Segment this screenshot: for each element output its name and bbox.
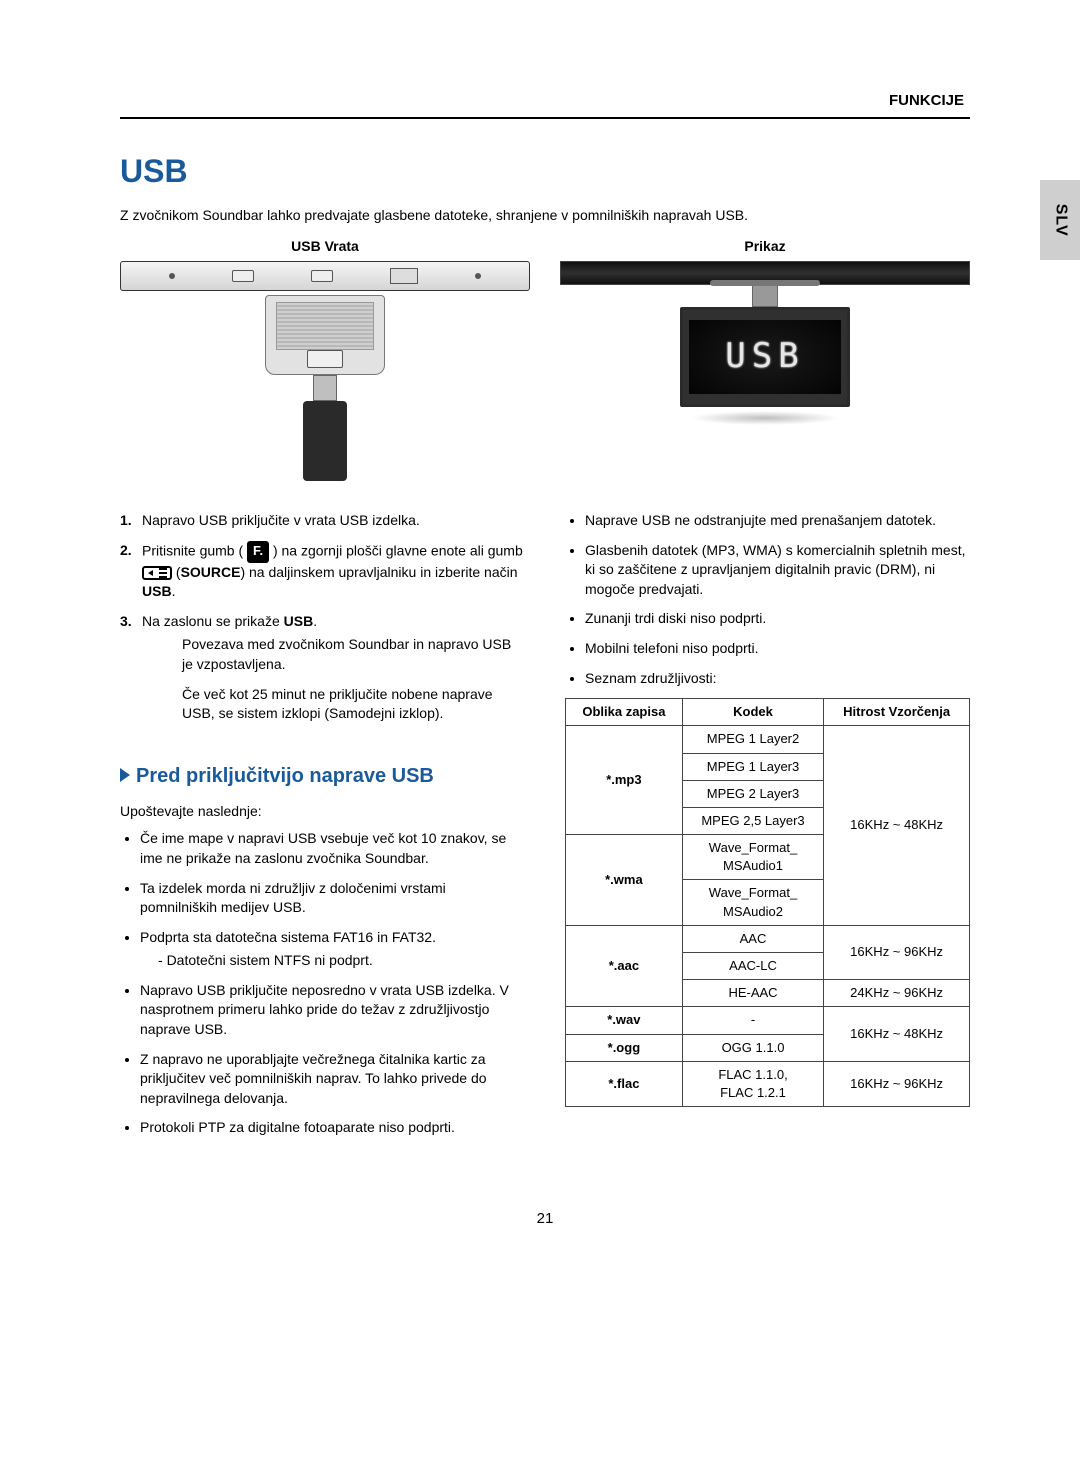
usb-stick-illustration [303,375,347,481]
codec-table: Oblika zapisa Kodek Hitrost Vzorčenja *.… [565,698,970,1107]
bullet-item: Zunanji trdi diski niso podprti. [585,609,970,629]
sublist-item: Povezava med zvočnikom Soundbar in napra… [182,635,525,674]
section-header-label: FUNKCIJE [889,92,964,109]
figure-display: Prikaz USB [560,237,970,481]
page-title: USB [120,149,970,194]
codec-cell: OGG 1.1.0 [682,1034,823,1061]
right-bullets: Naprave USB ne odstranjujte med prenašan… [565,511,970,688]
sublist-item: Če več kot 25 minut ne priključite noben… [182,685,525,724]
codec-cell: - [682,1007,823,1034]
step-number: 1. [120,511,142,531]
codec-cell: MPEG 2,5 Layer3 [682,807,823,834]
codec-cell: HE-AAC [682,980,823,1007]
codec-rate-cell: 16KHz ~ 48KHz [824,726,970,926]
codec-cell: Wave_Format_ MSAudio1 [682,835,823,880]
right-column: Naprave USB ne odstranjujte med prenašan… [565,511,970,1148]
codec-cell: Wave_Format_ MSAudio2 [682,880,823,925]
codec-format-cell: *.aac [566,925,683,1007]
figure-caption-left: USB Vrata [120,237,530,257]
codec-th-format: Oblika zapisa [566,699,683,726]
codec-format-cell: *.wav [566,1007,683,1034]
codec-cell: MPEG 1 Layer3 [682,753,823,780]
bullet-item: Mobilni telefoni niso podprti. [585,639,970,659]
usb-port-block [225,295,425,481]
steps-list: 1. Napravo USB priključite v vrata USB i… [120,511,525,734]
page-number: 21 [120,1208,970,1229]
codec-cell: FLAC 1.1.0, FLAC 1.2.1 [682,1061,823,1106]
soundbar-illustration [120,261,530,291]
codec-th-rate: Hitrost Vzorčenja [824,699,970,726]
content-columns: 1. Napravo USB priključite v vrata USB i… [120,511,970,1148]
codec-format-cell: *.ogg [566,1034,683,1061]
bullet-item: Napravo USB priključite neposredno v vra… [140,981,525,1040]
sub-list: Datotečni sistem NTFS ni podprt. [140,951,525,971]
soundbar-display-illustration [560,261,970,285]
bullet-item: Protokoli PTP za digitalne fotoaparate n… [140,1118,525,1138]
display-stem [752,285,778,307]
codec-rate-cell: 16KHz ~ 96KHz [824,925,970,979]
step-number: 2. [120,541,142,602]
display-text: USB [725,333,804,381]
display-screen: USB [680,307,850,407]
source-button-icon [142,566,172,580]
bullet-item: Naprave USB ne odstranjujte med prenašan… [585,511,970,531]
header-divider [120,117,970,119]
intro-text: Z zvočnikom Soundbar lahko predvajate gl… [120,206,970,226]
codec-format-cell: *.wma [566,835,683,926]
bullet-item: Z napravo ne uporabljajte večrežnega čit… [140,1050,525,1109]
usb-port-hub-illustration [265,295,385,375]
codec-format-cell: *.mp3 [566,726,683,835]
step-text: Na zaslonu se prikaže USB. Povezava med … [142,612,525,734]
step-text: Pritisnite gumb ( F. ) na zgornji plošči… [142,541,525,602]
bullet-item: Podprta sta datotečna sistema FAT16 in F… [140,928,525,971]
bullet-item: Če ime mape v napravi USB vsebuje več ko… [140,829,525,868]
figure-caption-right: Prikaz [560,237,970,257]
codec-cell: AAC [682,925,823,952]
step-number: 3. [120,612,142,734]
codec-rate-cell: 24KHz ~ 96KHz [824,980,970,1007]
codec-cell: MPEG 2 Layer3 [682,780,823,807]
bullet-item: Glasbenih datotek (MP3, WMA) s komercial… [585,541,970,600]
left-bullets: Če ime mape v napravi USB vsebuje več ko… [120,829,525,1138]
codec-cell: AAC-LC [682,953,823,980]
side-tab: SLV [1040,180,1080,260]
codec-rate-cell: 16KHz ~ 96KHz [824,1061,970,1106]
side-tab-label: SLV [1049,204,1071,237]
codec-rate-cell: 16KHz ~ 48KHz [824,1007,970,1061]
figure-usb-port: USB Vrata [120,237,530,481]
codec-th-codec: Kodek [682,699,823,726]
subheading: Pred priključitvijo naprave USB [120,762,525,790]
step-sublist: Povezava med zvočnikom Soundbar in napra… [142,635,525,723]
display-shadow [690,411,840,425]
section-header: FUNKCIJE [120,90,970,111]
triangle-icon [120,768,130,782]
left-column: 1. Napravo USB priključite v vrata USB i… [120,511,525,1148]
codec-format-cell: *.flac [566,1061,683,1106]
sub-list-item: Datotečni sistem NTFS ni podprt. [158,951,525,971]
bullet-item: Seznam združljivosti: [585,669,970,689]
codec-cell: MPEG 1 Layer2 [682,726,823,753]
function-button-icon: F. [247,541,269,563]
bullet-item: Ta izdelek morda ni združljiv z določeni… [140,879,525,918]
figures-row: USB Vrata Prikaz USB [120,237,970,481]
note-intro: Upoštevajte naslednje: [120,802,525,822]
step-text: Napravo USB priključite v vrata USB izde… [142,511,525,531]
